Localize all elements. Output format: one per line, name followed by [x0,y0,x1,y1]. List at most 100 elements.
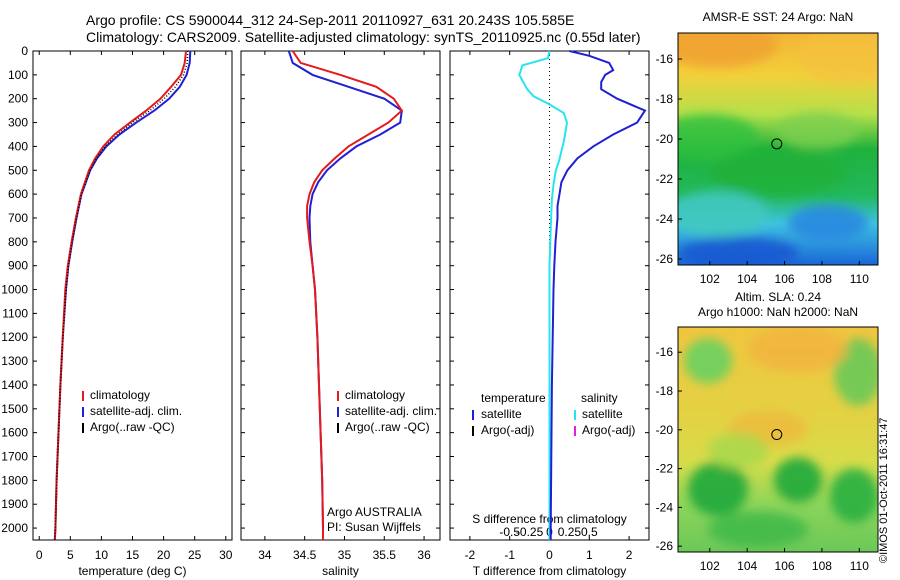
y-tick-label: 1200 [1,330,28,344]
map-blob [830,468,878,523]
temperature-panel: 0 5 10 15 20 25 300100200300400500600700800900… [1,44,232,578]
legend-label: satellite [481,407,522,421]
y-tick-label: 0 [21,44,28,58]
difference-panel: -2 -1 0 1 2 T difference from climatology -0.5… [449,50,650,578]
y-tick-label: -22 [656,172,674,186]
salinity-diff-line [518,50,569,540]
map-texture [684,327,878,548]
y-tick-label: -20 [656,423,674,437]
legend-label: satellite [582,407,623,421]
y-tick-label: -20 [656,132,674,146]
x-tick-label: 106 [775,559,795,573]
salinity-panel: 34 34.5 35 35.5 36 salinity climatology satelli… [240,50,441,578]
legend-label: climatology [90,388,150,402]
x-axis-label: T difference from climatology [473,564,627,578]
sst-map-panel: 102 104 106 108 110 -16 -18 -20 -22 -24 -26 AMSR-E … [656,10,879,286]
x-tick-label: 30 [219,548,233,562]
map-blob [684,338,732,384]
climatology-line [291,50,404,540]
map-title: Altim. SLA: 0.24 [735,290,821,304]
y-tick-label: 1800 [1,473,28,487]
x-tick-label: 0 [546,548,553,562]
x-tick-label: 35 [338,548,352,562]
x-tick-label: 104 [737,272,757,286]
y-tick-label: -26 [656,539,674,553]
x-tick-label: 2 [626,548,633,562]
map-title: AMSR-E SST: 24 Argo: NaN [703,10,854,24]
map-blob [678,114,758,161]
x2-tick-label: -0.5 [499,525,520,539]
map-blob [748,327,848,372]
x-tick-label: -2 [465,548,476,562]
map-blob [788,204,868,242]
x-tick-label: 102 [700,559,720,573]
y-tick-label: -24 [656,212,674,226]
y-tick-label: 1700 [1,450,28,464]
y-tick-label: 1600 [1,426,28,440]
x-tick-label: 108 [812,272,832,286]
legend-label: satellite-adj. clim. [345,404,437,418]
legend-label: Argo(-adj) [582,423,635,437]
y-tick-label: 900 [8,259,28,273]
map-blob [708,511,808,548]
legend-label: Argo(-adj) [481,423,534,437]
x-tick-label: 104 [737,559,757,573]
map-blob [688,462,748,516]
y-tick-label: 1500 [1,402,28,416]
map-blob [678,190,768,238]
y-tick-label: -16 [656,345,674,359]
figure-title-line-2: Climatology: CARS2009. Satellite-adjuste… [86,29,641,45]
y-tick-label: 1100 [2,306,28,320]
map-subtitle: Argo h1000: NaN h2000: NaN [698,305,858,319]
x-tick-label: 20 [157,548,171,562]
x2-tick-label: 0.5 [581,525,598,539]
annotation-line: Argo AUSTRALIA [327,505,422,519]
map-blob [778,111,858,149]
temperature-diff-line [549,50,647,540]
x-tick-label: 0 [36,548,43,562]
y-tick-label: -18 [656,92,674,106]
x-tick-label: 34 [258,548,272,562]
legend-label: temperature [481,391,546,405]
map-texture [678,33,878,265]
map-frame [677,326,879,553]
x-tick-label: -1 [504,548,515,562]
y-tick-label: 1900 [1,497,28,511]
x-tick-label: 110 [850,272,869,286]
y-tick-label: 400 [8,139,28,153]
map-frame [677,32,879,266]
climatology-line [53,50,187,541]
y-tick-label: 100 [8,68,28,82]
y-tick-label: 200 [8,92,28,106]
legend-label: Argo(..raw -QC) [345,420,430,434]
x-tick-label: 102 [700,272,720,286]
y-tick-label: 700 [8,211,28,225]
y-tick-label: 2000 [1,521,28,535]
argo-location-marker [771,429,783,441]
x-tick-label: 108 [812,559,832,573]
map-blob [678,33,778,68]
y-tick-label: 800 [8,235,28,249]
x-axis-label: salinity [322,564,359,578]
x-tick-label: 110 [850,559,869,573]
y-tick-label: 1400 [1,378,28,392]
x-tick-label: 15 [126,548,140,562]
figure-title-line-1: Argo profile: CS 5900044_312 24-Sep-2011… [86,12,575,28]
axes-frame [240,50,441,541]
map-blob [708,149,848,196]
x-tick-label: 35.5 [373,548,397,562]
x-axis-label: temperature (deg C) [78,564,186,578]
y-tick-label: -24 [656,500,674,514]
y-tick-label: 300 [8,116,28,130]
y-tick-label: 500 [8,163,28,177]
annotation-line: PI: Susan Wijffels [327,520,421,534]
x-tick-label: 1 [586,548,593,562]
x-tick-label: 10 [95,548,109,562]
map-blob [678,237,798,265]
x-tick-label: 34.5 [293,548,317,562]
y-tick-label: 600 [8,187,28,201]
map-blob [774,457,822,503]
sla-map-panel: 102 104 106 108 110 -16 -18 -20 -22 -24 -26 Altim. … [656,290,879,573]
x-tick-label: 36 [417,548,431,562]
